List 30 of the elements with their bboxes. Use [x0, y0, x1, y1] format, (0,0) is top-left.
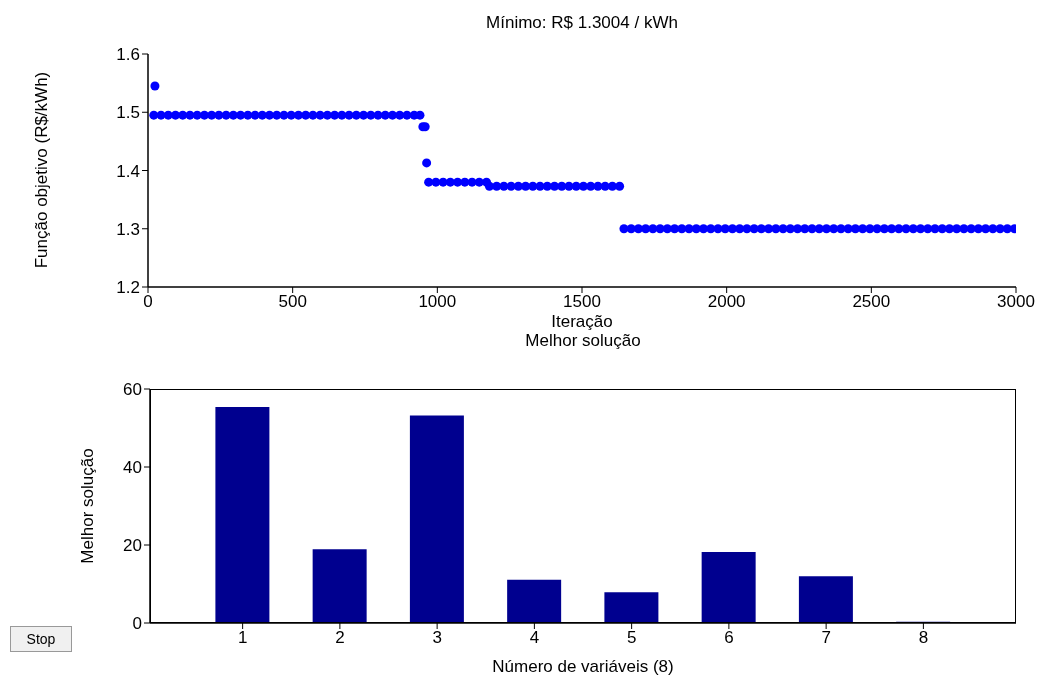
y-tick-label: 20: [123, 536, 142, 556]
y-tick-label: 1.3: [116, 219, 140, 239]
x-tick-label: 8: [918, 628, 929, 648]
x-tick-label: 1000: [418, 292, 457, 312]
y-tick-label: 40: [123, 458, 142, 478]
x-tick-label: 3: [432, 628, 442, 648]
y-tick-label: 1.2: [116, 278, 140, 298]
y-tick-label: 1.4: [116, 161, 140, 181]
x-tick-label: 3000: [997, 292, 1035, 312]
x-tick-label: 2: [335, 628, 345, 648]
x-axis-title: Iteração: [551, 312, 613, 331]
y-tick-label: 1.6: [116, 45, 140, 65]
y-axis-title: Melhor solução: [78, 448, 97, 564]
y-axis-title: Função objetivo (R$/kWh): [32, 71, 51, 269]
x-tick-label: 1500: [563, 292, 601, 312]
x-tick-label: 500: [278, 292, 307, 312]
x-tick-label: 5: [626, 628, 637, 648]
x-axis-title: Número de variáveis (8): [492, 657, 674, 676]
chart-title: Melhor solução: [525, 331, 641, 350]
y-tick-label: 60: [123, 380, 142, 400]
chart-title: Mínimo: R$ 1.3004 / kWh: [486, 13, 678, 32]
x-tick-label: 6: [724, 628, 734, 648]
x-tick-label: 1: [237, 628, 248, 648]
x-tick-label: 2500: [852, 292, 891, 312]
y-tick-label: 1.5: [116, 103, 140, 123]
x-tick-label: 2000: [707, 292, 746, 312]
text: Stop: [10, 626, 72, 652]
x-tick-label: 7: [821, 628, 831, 648]
y-tick-label: 0: [132, 614, 142, 634]
x-tick-label: 4: [529, 628, 540, 648]
